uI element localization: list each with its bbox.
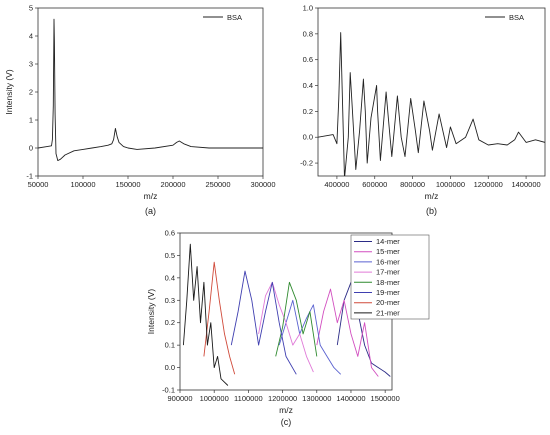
y-tick-label: 0.5 (165, 251, 175, 260)
panel-caption: (c) (281, 417, 292, 427)
x-tick-label: 600000 (362, 180, 387, 189)
y-tick-label: 0.2 (165, 318, 175, 327)
series-line-14-mer (336, 281, 391, 377)
x-tick-label: 1300000 (302, 394, 331, 403)
legend-label: 19-mer (376, 288, 400, 297)
y-tick-label: 5 (29, 4, 33, 13)
y-tick-label: 0.0 (303, 133, 313, 142)
y-tick-label: 0.6 (165, 229, 175, 238)
x-tick-label: 300000 (250, 180, 275, 189)
x-axis-label: m/z (144, 191, 158, 201)
x-tick-label: 1500000 (371, 394, 400, 403)
legend-label: 15-mer (376, 247, 400, 256)
y-tick-label: 0.0 (165, 363, 175, 372)
y-tick-label: 4 (29, 32, 33, 41)
series-line-18-mer (275, 281, 318, 357)
y-tick-label: 0 (29, 144, 33, 153)
y-tick-label: 0.3 (165, 296, 175, 305)
series-line-17-mer (258, 281, 314, 373)
legend-label: BSA (227, 13, 242, 22)
legend-label: 16-mer (376, 257, 400, 266)
legend-label: 21-mer (376, 308, 400, 317)
legend-box (350, 234, 430, 320)
legend-label: 17-mer (376, 268, 400, 277)
y-tick-label: 2 (29, 88, 33, 97)
y-tick-label: -0.1 (162, 386, 175, 395)
y-tick-label: 0.4 (303, 81, 313, 90)
x-tick-label: 50000 (28, 180, 49, 189)
y-axis-label: Intensity (V) (4, 69, 14, 115)
series-line-BSA (318, 32, 545, 176)
y-tick-label: 0.2 (303, 107, 313, 116)
series-line-21-mer (182, 243, 229, 386)
series-line-20-mer (203, 261, 236, 375)
panel-b: 400000 600000 800000 1000000 1200000 1400000 -… (300, 4, 546, 216)
x-tick-label: 400000 (324, 180, 349, 189)
series-line-BSA (38, 18, 263, 162)
x-axis-label: m/z (425, 191, 439, 201)
series-line-15-mer (316, 288, 379, 377)
legend-label: 14-mer (376, 237, 400, 246)
x-tick-label: 1000000 (436, 180, 465, 189)
y-tick-label: -1 (26, 172, 33, 181)
y-tick-label: 3 (29, 60, 33, 69)
legend-label: BSA (509, 13, 524, 22)
x-tick-label: 1100000 (234, 394, 263, 403)
y-tick-label: 0.4 (165, 273, 175, 282)
panel-c: 900000 1000000 1100000 1200000 1300000 140000… (146, 229, 430, 427)
x-tick-label: 100000 (70, 180, 95, 189)
x-tick-label: 1200000 (268, 394, 297, 403)
panel-a: 50000 100000 150000 200000 250000 300000 -1 0 1 2… (4, 4, 276, 217)
y-tick-label: 1 (29, 116, 33, 125)
x-tick-label: 200000 (160, 180, 185, 189)
legend-label: 18-mer (376, 278, 400, 287)
y-axis-label: Intensity (V) (146, 289, 156, 335)
x-tick-label: 1200000 (474, 180, 503, 189)
legend-label: 20-mer (376, 298, 400, 307)
x-tick-label: 900000 (167, 394, 192, 403)
y-tick-label: 0.8 (303, 29, 313, 38)
x-tick-label: 800000 (400, 180, 425, 189)
x-tick-label: 1000000 (200, 394, 229, 403)
plot-frame (317, 7, 546, 177)
plot-frame (37, 7, 264, 177)
y-tick-label: 0.6 (303, 55, 313, 64)
series-line-19-mer (230, 270, 297, 375)
y-tick-label: -0.2 (300, 159, 313, 168)
x-axis-label: m/z (279, 405, 293, 415)
y-tick-label: 1.0 (303, 4, 313, 13)
x-tick-label: 150000 (115, 180, 140, 189)
panel-caption: (a) (145, 206, 156, 216)
panel-caption: (b) (426, 206, 437, 216)
x-tick-label: 1400000 (511, 180, 540, 189)
x-tick-label: 1400000 (336, 394, 365, 403)
x-tick-label: 250000 (205, 180, 230, 189)
y-tick-label: 0.1 (165, 341, 175, 350)
